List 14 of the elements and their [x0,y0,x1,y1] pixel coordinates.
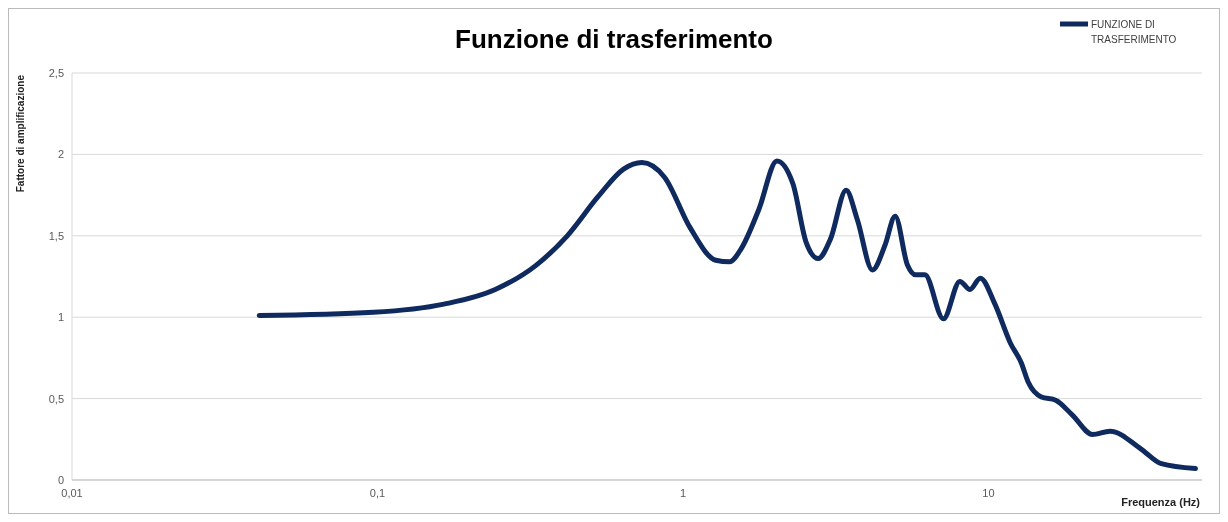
y-tick-label: 2 [57,148,64,161]
y-tick-label: 1,5 [48,229,64,242]
y-tick-label: 0 [57,474,64,486]
legend-label: FUNZIONE DI TRASFERIMENTO [1091,19,1177,45]
y-tick-label: 0,5 [48,392,64,405]
x-axis-title: Frequenza (Hz) [1121,496,1201,508]
x-tick-label: 0,1 [369,487,386,499]
y-tick-label: 2,5 [48,67,64,79]
x-tick-label: 10 [982,487,995,499]
y-axis-title: Fattore di amplificazione [15,74,26,193]
x-tick-label: 0,01 [61,487,83,499]
chart-title: Funzione di trasferimento [455,24,773,54]
y-tick-label: 1 [57,311,64,324]
x-tick-label: 1 [679,487,687,499]
